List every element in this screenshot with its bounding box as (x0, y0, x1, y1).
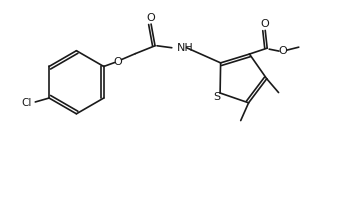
Text: NH: NH (177, 43, 194, 53)
Text: S: S (213, 92, 221, 102)
Text: O: O (279, 46, 287, 56)
Text: Cl: Cl (21, 98, 32, 108)
Text: O: O (261, 19, 270, 29)
Text: O: O (113, 57, 122, 67)
Text: O: O (147, 13, 155, 23)
